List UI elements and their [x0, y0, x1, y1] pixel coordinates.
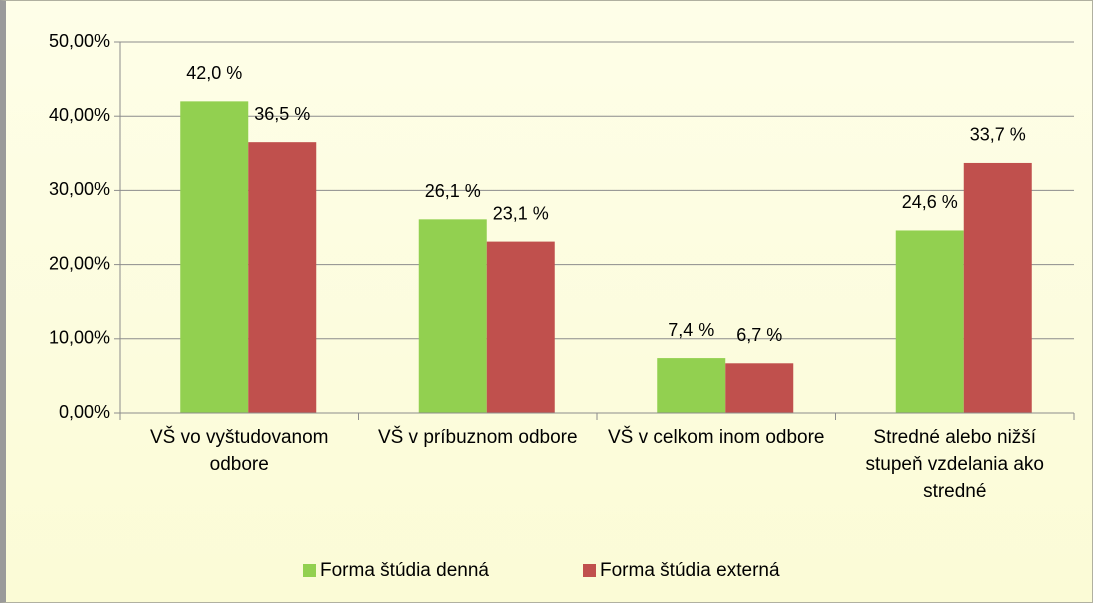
- y-tick-label: 40,00%: [49, 105, 110, 125]
- legend-swatch: [303, 564, 316, 577]
- legend-item: Forma štúdia denná: [303, 557, 489, 585]
- bar: [657, 358, 726, 413]
- bar: [963, 162, 1032, 413]
- bar: [725, 363, 794, 413]
- x-tick-label: Stredné alebo nižší stupeň vzdelania ako…: [865, 427, 1044, 502]
- legend-item: Forma štúdia externá: [583, 557, 780, 585]
- chart: 0,00% 10,00% 20,00% 30,00% 40,00% 50,00% 42,0 …: [49, 31, 1075, 422]
- value-label: 26,1 %: [425, 181, 481, 201]
- y-tick-label: 50,00%: [49, 31, 110, 51]
- bar: [180, 101, 249, 414]
- legend-swatch: [583, 564, 596, 577]
- value-label: 36,5 %: [254, 104, 310, 124]
- value-label: 23,1 %: [493, 203, 549, 223]
- bar: [486, 241, 555, 413]
- value-label: 33,7 %: [970, 125, 1026, 145]
- value-label: 6,7 %: [736, 325, 782, 345]
- value-label: 24,6 %: [902, 192, 958, 212]
- y-tick-label: 10,00%: [49, 328, 110, 348]
- x-tick-label: VŠ v celkom inom odbore: [608, 427, 825, 448]
- x-tick-label: VŠ v príbuznom odbore: [377, 427, 578, 448]
- legend-label: Forma štúdia externá: [600, 560, 780, 581]
- legend-label: Forma štúdia denná: [320, 560, 489, 581]
- y-tick-label: 0,00%: [59, 402, 110, 422]
- y-tick-label: 30,00%: [49, 179, 110, 199]
- bar: [248, 142, 317, 414]
- y-tick-label: 20,00%: [49, 253, 110, 273]
- value-label: 42,0 %: [186, 63, 242, 83]
- x-tick-label: VŠ vo vyštudovanom odbore: [150, 427, 329, 475]
- value-label: 7,4 %: [668, 320, 714, 340]
- bar: [418, 219, 487, 413]
- bar: [895, 230, 964, 413]
